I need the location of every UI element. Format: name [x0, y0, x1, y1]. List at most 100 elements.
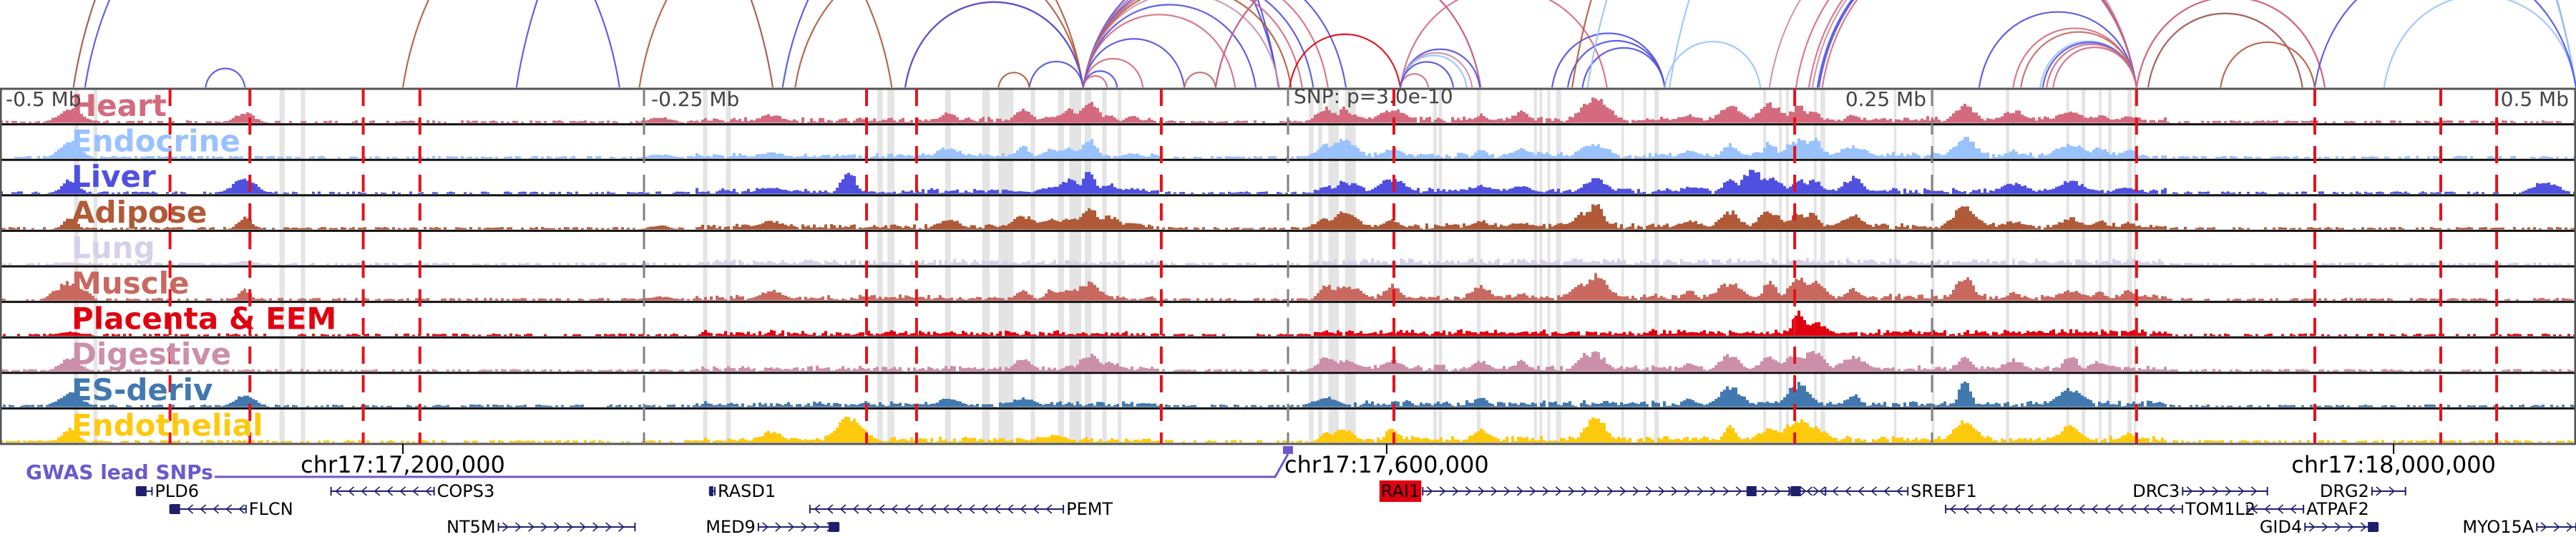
strand-arrow-icon: [2001, 504, 2008, 514]
gene-label: DRG2: [2320, 481, 2369, 501]
signal-bars: [0, 273, 2573, 301]
gene-label: COPS3: [437, 481, 495, 501]
gene-label: MED9: [706, 517, 756, 537]
strand-arrow-icon: [2117, 504, 2124, 514]
strand-arrow-icon: [1542, 486, 1549, 496]
chromatin-loop-arc: [1082, 38, 1186, 88]
gene-rasd1: RASD1: [708, 481, 776, 501]
track-label-digestive: Digestive: [72, 337, 231, 372]
strand-arrow-icon: [1671, 486, 1678, 496]
track-label-heart: Heart: [72, 88, 167, 123]
strand-arrow-icon: [2129, 504, 2137, 514]
strand-arrow-icon: [762, 522, 769, 532]
strand-arrow-icon: [2389, 486, 2396, 496]
strand-arrow-icon: [1007, 504, 1014, 514]
strand-arrow-icon: [2376, 486, 2383, 496]
chromatin-loop-arc: [1664, 41, 1762, 88]
strand-arrow-icon: [917, 504, 924, 514]
chromatin-loop-arc: [84, 0, 620, 88]
strand-arrow-icon: [814, 504, 821, 514]
chromatin-loop-arc: [1821, 0, 2137, 88]
strand-arrow-icon: [2308, 522, 2316, 532]
gene-rai1: RAI1: [1379, 480, 1827, 502]
exon-block: [709, 486, 713, 496]
strand-arrow-icon: [2347, 522, 2354, 532]
strand-arrow-icon: [1452, 486, 1459, 496]
scale-tick-label: 0.5 Mb: [2501, 87, 2569, 111]
strand-arrow-icon: [515, 522, 522, 532]
exon-block: [136, 486, 147, 496]
signal-bars: [0, 170, 2576, 194]
strand-arrow-icon: [1949, 504, 1956, 514]
strand-arrow-icon: [2065, 504, 2072, 514]
chromatin-loop-arc: [2220, 42, 2316, 88]
strand-arrow-icon: [238, 504, 245, 514]
strand-arrow-icon: [213, 504, 220, 514]
chromatin-loop-arc: [401, 0, 893, 88]
chromatin-loop-arc: [1399, 61, 1455, 88]
exon-block: [1746, 486, 1757, 496]
gene-myo15a: MYO15A: [2462, 517, 2576, 537]
strand-arrow-icon: [942, 504, 950, 514]
chromatin-loop-arc: [2383, 0, 2576, 88]
gene-drc3: DRC3: [2132, 481, 2268, 501]
gene-label: GID4: [2260, 517, 2302, 537]
gene-med9: MED9: [706, 517, 840, 537]
strand-arrow-icon: [412, 486, 419, 496]
gene-label: ATPAF2: [2306, 499, 2369, 519]
gene-gid4: GID4: [2260, 517, 2379, 537]
gene-label: NT5M: [447, 517, 496, 537]
strand-arrow-icon: [814, 522, 821, 532]
track-label-adipose: Adipose: [72, 195, 207, 230]
strand-arrow-icon: [826, 504, 834, 514]
track-label-lung: Lung: [72, 230, 155, 265]
strand-arrow-icon: [618, 522, 625, 532]
chromatin-loop-arc: [1082, 0, 1280, 88]
coordinate-label: chr17:17,600,000: [1284, 451, 1489, 478]
gene-tom1l2: TOM1L2: [1945, 499, 2255, 519]
chromatin-loop-arc: [515, 0, 1280, 88]
track-labels: HeartEndocrineLiverAdiposeLungMusclePlac…: [72, 88, 336, 442]
strand-arrow-icon: [1581, 486, 1588, 496]
signal-bars: [0, 417, 2573, 442]
strand-arrow-icon: [1426, 486, 1433, 496]
boundary-lines: [168, 89, 2499, 444]
strand-arrow-icon: [1735, 486, 1742, 496]
strand-arrow-icon: [1658, 486, 1665, 496]
strand-arrow-icon: [1632, 486, 1639, 496]
exon-block: [829, 522, 839, 532]
strand-arrow-icon: [1962, 504, 1969, 514]
strand-arrow-icon: [1529, 486, 1536, 496]
gene-label: PLD6: [155, 481, 199, 501]
strand-arrow-icon: [567, 522, 573, 532]
strand-arrow-icon: [425, 486, 432, 496]
strand-arrow-icon: [1465, 486, 1472, 496]
gene-pld6: PLD6: [135, 481, 199, 501]
strand-arrow-icon: [1774, 486, 1781, 496]
gene-label: PEMT: [1066, 499, 1113, 519]
strand-arrow-icon: [1491, 486, 1498, 496]
gene-nt5m: NT5M: [447, 517, 636, 537]
signal-bars: [0, 204, 2576, 230]
chromatin-loop-arc: [1581, 47, 1666, 88]
signal-track-es-deriv: [3, 381, 2576, 407]
strand-arrow-icon: [801, 522, 808, 532]
signal-bars: [3, 258, 2570, 265]
strand-arrow-icon: [2225, 486, 2232, 496]
strand-arrow-icon: [2091, 504, 2098, 514]
signal-bars: [0, 350, 2573, 372]
gene-label: RAI1: [1381, 481, 1420, 501]
gene-pemt: PEMT: [809, 499, 1113, 519]
track-label-liver: Liver: [72, 159, 156, 194]
strand-arrow-icon: [1594, 486, 1601, 496]
strand-arrow-icon: [2264, 504, 2271, 514]
strand-arrow-icon: [1858, 486, 1865, 496]
strand-arrow-icon: [1684, 486, 1691, 496]
strand-arrow-icon: [994, 504, 1001, 514]
strand-arrow-icon: [1020, 504, 1027, 514]
gwas-track: GWAS lead SNPs: [26, 446, 1293, 484]
track-label-muscle: Muscle: [72, 266, 189, 301]
strand-arrow-icon: [981, 504, 988, 514]
gene-drg2: DRG2: [2320, 481, 2406, 501]
